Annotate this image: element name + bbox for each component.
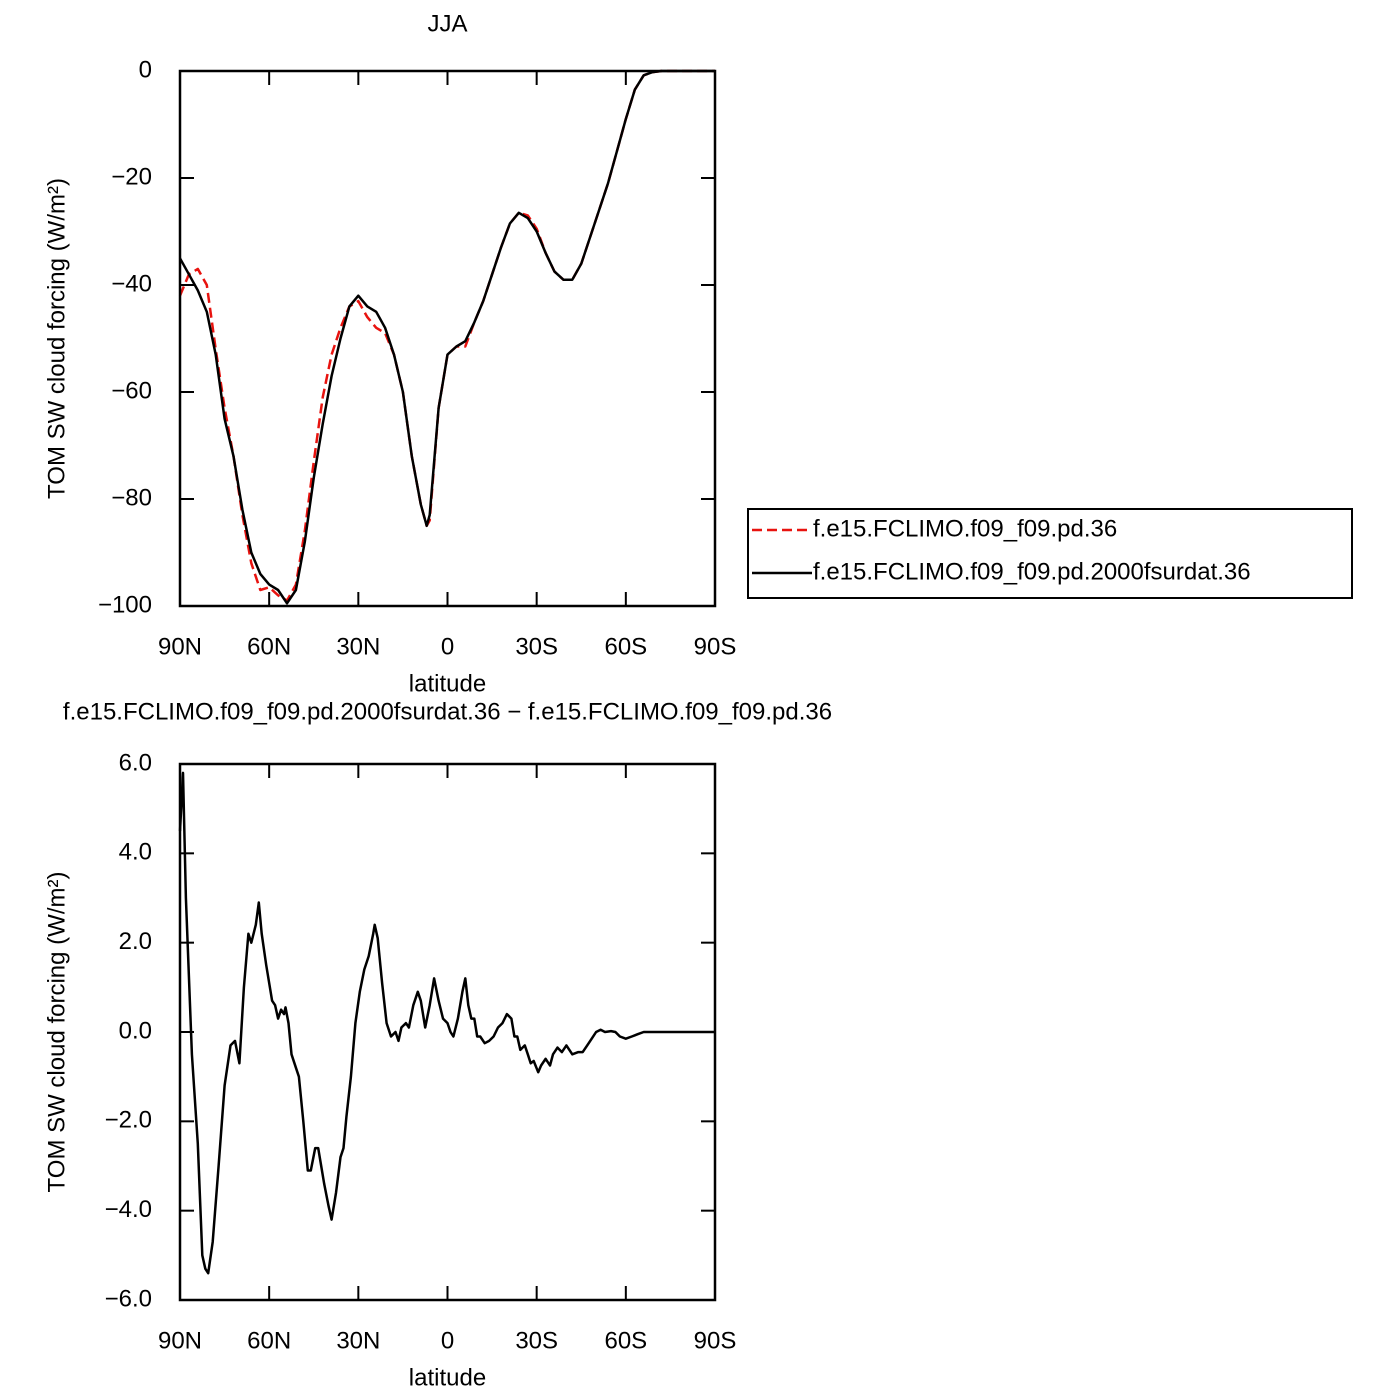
plot-frame <box>178 69 717 608</box>
x-tick-label: 60S <box>604 633 647 660</box>
legend-label: f.e15.FCLIMO.f09_f09.pd.2000fsurdat.36 <box>813 558 1251 585</box>
x-tick-label: 0 <box>441 633 454 660</box>
x-tick-label: 60N <box>247 1327 291 1354</box>
x-tick-label: 90S <box>694 1327 737 1354</box>
x-tick-label: 30N <box>336 633 380 660</box>
data-line <box>178 771 715 1275</box>
y-tick-label: 2.0 <box>119 928 152 955</box>
data-line <box>178 69 715 605</box>
y-tick-label: −80 <box>111 484 152 511</box>
x-tick-label: 90S <box>694 633 737 660</box>
y-axis-label: TOM SW cloud forcing (W/m²) <box>43 178 70 499</box>
chart-title: f.e15.FCLIMO.f09_f09.pd.2000fsurdat.36 −… <box>63 698 832 725</box>
legend-label: f.e15.FCLIMO.f09_f09.pd.36 <box>813 515 1117 542</box>
x-tick-label: 60N <box>247 633 291 660</box>
x-tick-label: 0 <box>441 1327 454 1354</box>
x-tick-label: 30N <box>336 1327 380 1354</box>
x-tick-label: 30S <box>515 1327 558 1354</box>
y-tick-label: −2.0 <box>105 1107 152 1134</box>
x-axis-label: latitude <box>409 670 486 697</box>
y-tick-label: 0.0 <box>119 1017 152 1044</box>
chart-title: JJA <box>427 10 467 37</box>
y-tick-label: 4.0 <box>119 839 152 866</box>
y-tick-label: −4.0 <box>105 1196 152 1223</box>
legend-box <box>747 508 1353 599</box>
y-tick-label: −100 <box>98 591 152 618</box>
plot-frame <box>178 762 717 1302</box>
x-tick-label: 60S <box>604 1327 647 1354</box>
y-tick-label: −20 <box>111 163 152 190</box>
y-tick-label: 6.0 <box>119 749 152 776</box>
y-tick-label: −60 <box>111 377 152 404</box>
y-tick-label: −6.0 <box>105 1285 152 1312</box>
y-tick-label: −40 <box>111 270 152 297</box>
x-tick-label: 30S <box>515 633 558 660</box>
data-line <box>178 69 715 602</box>
x-tick-label: 90N <box>158 633 202 660</box>
y-tick-label: 0 <box>139 56 152 83</box>
x-axis-label: latitude <box>409 1364 486 1391</box>
y-axis-label: TOM SW cloud forcing (W/m²) <box>43 872 70 1193</box>
x-tick-label: 90N <box>158 1327 202 1354</box>
